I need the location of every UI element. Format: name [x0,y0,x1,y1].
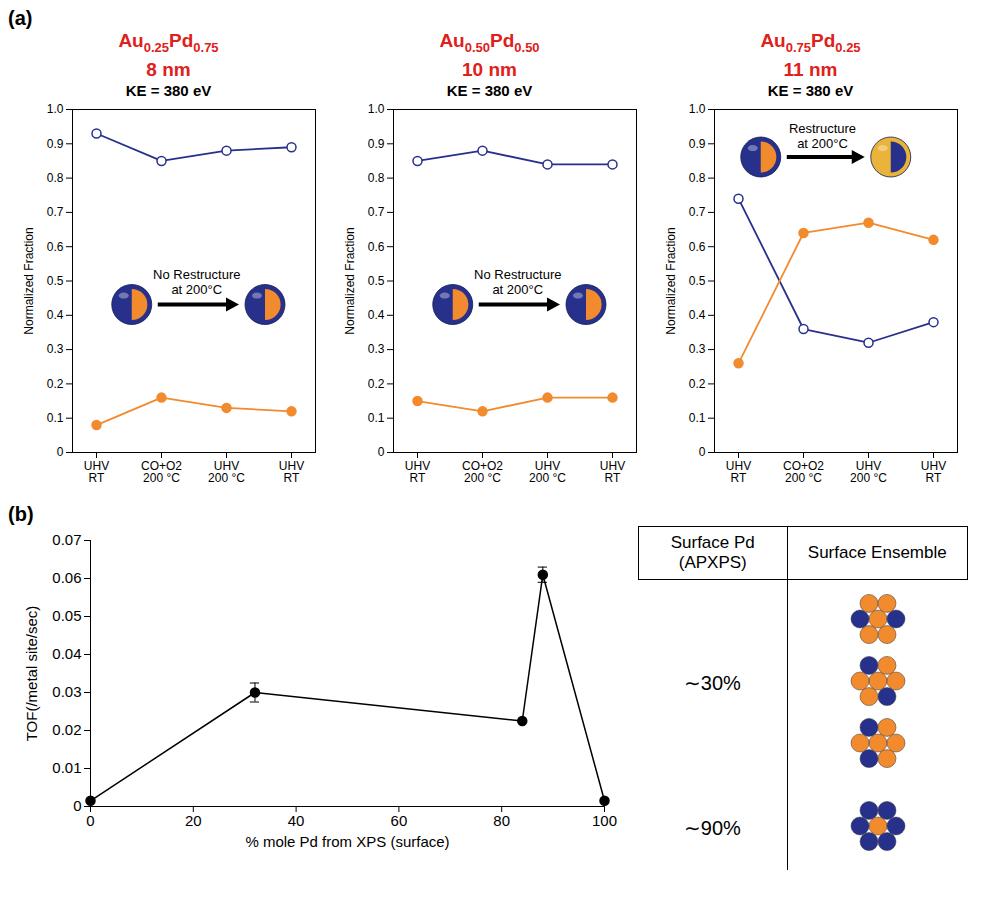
svg-text:UHV200 °C: UHV200 °C [529,459,566,485]
svg-text:0.1: 0.1 [689,411,706,425]
svg-text:0: 0 [57,445,64,459]
svg-text:0.05: 0.05 [52,607,81,624]
svg-text:UHV200 °C: UHV200 °C [208,459,245,485]
html-text:∼30%: ∼30% [684,672,741,695]
svg-text:0.8: 0.8 [689,171,706,185]
html-text:KE = 380 eV: KE = 380 eV [125,81,212,99]
svg-text:Normalized Fraction: Normalized Fraction [664,227,678,334]
html-text:10 nm: 10 nm [462,58,517,80]
svg-text:UHVRT: UHVRT [921,459,946,485]
svg-text:0.2: 0.2 [368,377,385,391]
svg-text:0.5: 0.5 [689,274,706,288]
svg-text:0.4: 0.4 [47,308,64,322]
svg-text:0.3: 0.3 [689,342,706,356]
svg-text:0.9: 0.9 [368,136,385,150]
html-text:KE = 380 eV: KE = 380 eV [767,81,854,99]
svg-text:0.04: 0.04 [52,645,81,662]
svg-text:0.03: 0.03 [52,683,81,700]
svg-text:0: 0 [73,797,81,814]
html-text:Surface Ensemble: Surface Ensemble [807,542,947,562]
svg-text:UHVRT: UHVRT [600,459,625,485]
svg-text:40: 40 [288,812,305,829]
svg-text:1.0: 1.0 [368,102,385,116]
html-text:Au0.50Pd0.50: Au0.50Pd0.50 [439,30,540,55]
svg-text:1.0: 1.0 [47,102,64,116]
svg-text:Restructureat 200°C: Restructureat 200°C [789,121,856,151]
html-text:(a): (a) [8,7,33,29]
svg-text:100: 100 [592,812,617,829]
svg-text:20: 20 [185,812,202,829]
svg-text:0.4: 0.4 [368,308,385,322]
svg-text:0.2: 0.2 [689,377,706,391]
svg-text:0.3: 0.3 [47,342,64,356]
svg-text:0.6: 0.6 [368,239,385,253]
svg-text:0.7: 0.7 [368,205,385,219]
svg-text:0.6: 0.6 [47,239,64,253]
svg-text:0: 0 [86,812,94,829]
svg-text:0.7: 0.7 [689,205,706,219]
svg-text:0.8: 0.8 [47,171,64,185]
html-text:∼90%: ∼90% [684,817,741,840]
svg-text:60: 60 [391,812,408,829]
html-text:Surface Pd (APXPS): Surface Pd (APXPS) [670,532,755,572]
svg-text:0.1: 0.1 [368,411,385,425]
svg-text:0.9: 0.9 [689,136,706,150]
svg-text:0.07: 0.07 [52,531,81,548]
svg-text:UHVRT: UHVRT [726,459,751,485]
svg-text:0: 0 [378,445,385,459]
svg-text:UHVRT: UHVRT [279,459,304,485]
svg-text:0.4: 0.4 [689,308,706,322]
html-text:Au0.75Pd0.25: Au0.75Pd0.25 [760,30,861,55]
svg-text:No Restructureat 200°C: No Restructureat 200°C [474,266,561,296]
html-text:(b): (b) [8,502,34,525]
svg-text:CO+O2200 °C: CO+O2200 °C [462,459,503,485]
svg-text:0.06: 0.06 [52,569,81,586]
html-text:11 nm: 11 nm [783,58,838,80]
svg-text:TOF(/metal site/sec): TOF(/metal site/sec) [23,606,40,742]
svg-text:0.01: 0.01 [52,759,81,776]
svg-text:0.9: 0.9 [47,136,64,150]
svg-text:0.2: 0.2 [47,377,64,391]
svg-text:0.02: 0.02 [52,721,81,738]
svg-text:UHVRT: UHVRT [405,459,430,485]
svg-text:0.1: 0.1 [47,411,64,425]
svg-text:0.8: 0.8 [368,171,385,185]
svg-text:UHV200 °C: UHV200 °C [850,459,887,485]
svg-text:% mole Pd from XPS (surface): % mole Pd from XPS (surface) [245,832,449,849]
svg-text:UHVRT: UHVRT [84,459,109,485]
html-text:8 nm: 8 nm [146,58,191,80]
svg-text:0.7: 0.7 [47,205,64,219]
html-text:Au0.25Pd0.75: Au0.25Pd0.75 [118,30,219,55]
svg-text:0.6: 0.6 [689,239,706,253]
svg-text:0.5: 0.5 [368,274,385,288]
svg-text:80: 80 [493,812,510,829]
svg-text:Normalized Fraction: Normalized Fraction [343,227,357,334]
svg-text:1.0: 1.0 [689,102,706,116]
svg-text:0: 0 [699,445,706,459]
svg-text:CO+O2200 °C: CO+O2200 °C [783,459,824,485]
svg-text:CO+O2200 °C: CO+O2200 °C [141,459,182,485]
svg-text:0.3: 0.3 [368,342,385,356]
svg-text:No Restructureat 200°C: No Restructureat 200°C [153,266,240,296]
svg-text:0.5: 0.5 [47,274,64,288]
html-text:KE = 380 eV: KE = 380 eV [446,81,533,99]
svg-text:Normalized Fraction: Normalized Fraction [22,227,36,334]
